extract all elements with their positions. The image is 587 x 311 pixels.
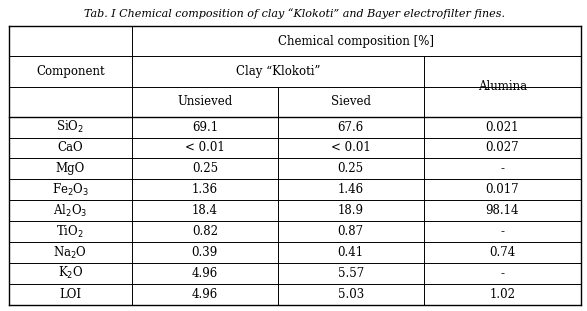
Text: 0.25: 0.25 [338,162,364,175]
Text: 0.021: 0.021 [485,121,519,133]
Text: Sieved: Sieved [330,95,371,108]
Text: 0.82: 0.82 [192,225,218,238]
Text: 0.027: 0.027 [485,142,519,155]
Text: Chemical composition [%]: Chemical composition [%] [278,35,434,48]
Text: LOI: LOI [59,288,82,301]
Text: -: - [501,225,504,238]
Text: < 0.01: < 0.01 [331,142,370,155]
Text: 0.39: 0.39 [192,246,218,259]
Text: Fe$_2$O$_3$: Fe$_2$O$_3$ [52,182,89,198]
Text: 5.57: 5.57 [338,267,364,280]
Text: 0.41: 0.41 [338,246,364,259]
Text: 18.4: 18.4 [192,204,218,217]
Text: Unsieved: Unsieved [177,95,232,108]
Text: 5.03: 5.03 [338,288,364,301]
Text: 0.87: 0.87 [338,225,364,238]
Text: SiO$_2$: SiO$_2$ [56,119,85,135]
Text: Na$_2$O: Na$_2$O [53,244,87,261]
Text: Al$_2$O$_3$: Al$_2$O$_3$ [53,203,87,219]
Text: TiO$_2$: TiO$_2$ [56,224,84,240]
Text: 4.96: 4.96 [192,267,218,280]
Text: 69.1: 69.1 [192,121,218,133]
Text: 0.25: 0.25 [192,162,218,175]
Text: CaO: CaO [58,142,83,155]
Text: 0.017: 0.017 [485,183,519,196]
Text: Tab. I Chemical composition of clay “Klokoti” and Bayer electrofilter fines.: Tab. I Chemical composition of clay “Klo… [85,8,505,19]
Text: K$_2$O: K$_2$O [58,265,83,281]
Text: Component: Component [36,65,104,78]
Text: 1.46: 1.46 [338,183,364,196]
Text: Alumina: Alumina [478,80,527,93]
Text: < 0.01: < 0.01 [185,142,225,155]
Text: 1.02: 1.02 [490,288,515,301]
Text: 0.74: 0.74 [490,246,515,259]
Text: -: - [501,267,504,280]
Text: MgO: MgO [56,162,85,175]
Text: 1.36: 1.36 [192,183,218,196]
Text: 98.14: 98.14 [485,204,519,217]
Text: 18.9: 18.9 [338,204,364,217]
Text: 67.6: 67.6 [338,121,364,133]
Text: Clay “Klokoti”: Clay “Klokoti” [235,65,320,78]
Text: 4.96: 4.96 [192,288,218,301]
Text: -: - [501,162,504,175]
